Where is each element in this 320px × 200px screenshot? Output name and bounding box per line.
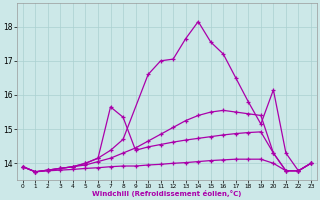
X-axis label: Windchill (Refroidissement éolien,°C): Windchill (Refroidissement éolien,°C): [92, 190, 242, 197]
